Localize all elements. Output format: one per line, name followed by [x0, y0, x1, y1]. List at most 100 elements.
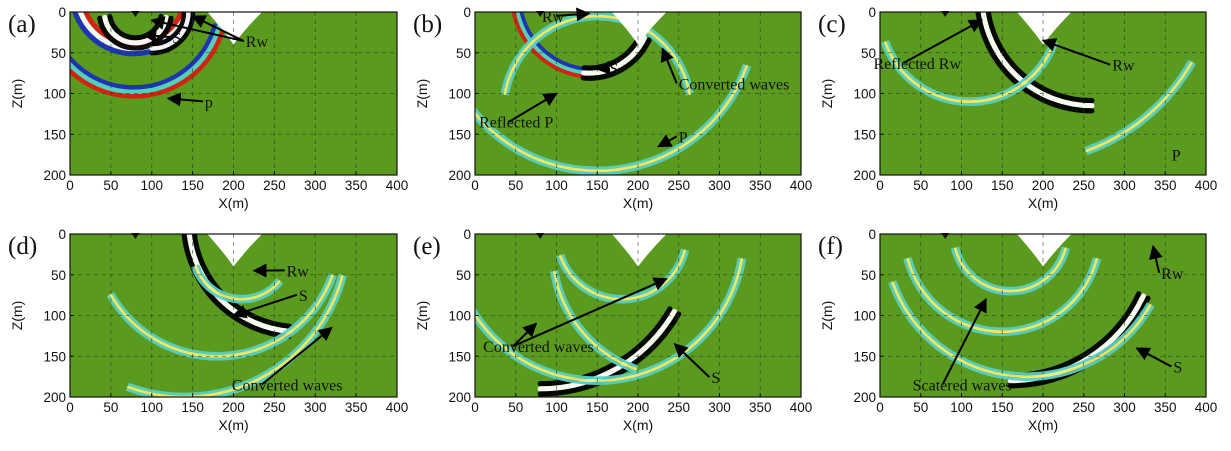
wavefront-band: [128, 274, 342, 396]
x-tick-label: 150: [586, 178, 609, 193]
y-tick-label: 200: [448, 390, 471, 405]
x-tick-label: 400: [1195, 178, 1218, 193]
x-tick-label: 200: [222, 178, 245, 193]
wavefront-band: [107, 275, 337, 361]
x-tick-label: 200: [627, 400, 650, 415]
wavefront-band: [503, 14, 691, 95]
wavefront-band: [1010, 0, 1077, 6]
y-tick-label: 50: [456, 268, 471, 283]
wavefront-band: [475, 257, 741, 380]
wavefront-band: [127, 274, 344, 397]
wavefront-band: [537, 311, 682, 397]
y-tick-label: 0: [463, 227, 471, 242]
annotation-arrow: [512, 322, 538, 347]
wavefront-band: [181, 234, 292, 340]
x-tick-label: 250: [1072, 178, 1095, 193]
annotation-label: Reflected Rw: [873, 56, 961, 73]
wavefront-band: [985, 12, 1095, 104]
y-tick-label: 0: [58, 5, 66, 20]
panel-e: 0 50 100 150 200 250 300 350 400 0 50 100 150 200 X(m)…: [413, 227, 812, 433]
x-tick-label: 50: [508, 400, 523, 415]
x-tick-label: 300: [304, 400, 327, 415]
wavefront-band: [475, 258, 744, 383]
x-tick-label: 300: [708, 400, 731, 415]
x-tick-label: 100: [950, 400, 973, 415]
x-tick-label: 250: [667, 178, 690, 193]
y-tick-label: 100: [853, 87, 876, 102]
x-tick-label: 100: [950, 178, 973, 193]
canyon-notch: [1016, 12, 1072, 45]
y-tick-label: 100: [448, 309, 471, 324]
wavefront-band: [558, 249, 687, 301]
wavefronts: [107, 234, 347, 397]
y-tick-label: 100: [448, 87, 471, 102]
x-axis-title: X(m): [623, 417, 653, 433]
wavefront-band: [149, 12, 191, 51]
panel-f: 0 50 100 150 200 250 300 350 400 0 50 100 150 200 X(m)…: [818, 227, 1217, 433]
y-tick-label: 200: [853, 168, 876, 183]
x-tick-label: 300: [304, 178, 327, 193]
wavefront-band: [909, 257, 1096, 331]
wavefront-band: [1007, 0, 1079, 6]
wavefront-band: [519, 12, 589, 71]
wavefront-band: [556, 250, 689, 304]
annotation-arrow: [261, 326, 333, 386]
wavefront-band: [903, 258, 1101, 337]
annotation-arrow: [232, 293, 298, 319]
x-tick-label: 350: [749, 178, 772, 193]
annotation-arrow: [657, 134, 678, 148]
x-tick-label: 400: [790, 400, 813, 415]
panel-label: (c): [818, 11, 846, 38]
x-tick-label: 50: [913, 178, 928, 193]
y-tick-label: 150: [43, 127, 66, 142]
wavefront-band: [893, 280, 1150, 376]
x-tick-label: 300: [708, 178, 731, 193]
y-tick-label: 50: [51, 46, 66, 61]
y-axis-title: Z(m): [9, 79, 25, 109]
annotation-arrow: [556, 7, 591, 22]
annotation-arrow: [150, 16, 244, 43]
x-axis-title: X(m): [623, 195, 653, 211]
annotation-label: p: [205, 94, 213, 111]
wavefront-band: [109, 274, 334, 358]
wavefront-band: [70, 23, 217, 90]
x-tick-label: 200: [627, 178, 650, 193]
y-tick-label: 100: [43, 309, 66, 324]
wavefront-band: [883, 41, 1056, 104]
wavefront-band: [70, 24, 222, 95]
wavefront-band: [891, 281, 1152, 379]
wavefront-band: [581, 35, 648, 76]
wavefront-band: [953, 247, 1067, 293]
wavefront-band: [475, 64, 749, 173]
annotation-label: Scatered waves: [913, 377, 1012, 394]
y-tick-label: 50: [456, 46, 471, 61]
x-axis-title: X(m): [218, 417, 248, 433]
annotation-label: P: [1172, 147, 1181, 164]
canyon-notch: [207, 234, 263, 267]
annotation-label: Rw: [287, 263, 310, 280]
x-tick-label: 250: [667, 400, 690, 415]
annotation-label: Converted waves: [483, 339, 594, 356]
annotation-arrow: [512, 277, 668, 348]
annotation-arrow: [142, 28, 171, 43]
y-tick-label: 200: [853, 390, 876, 405]
annotation-label: Rw: [1161, 266, 1184, 283]
wavefront-band: [1004, 0, 1082, 5]
wavefront-band: [888, 282, 1155, 381]
x-tick-label: 200: [1032, 178, 1055, 193]
wavefront-band: [475, 258, 746, 386]
y-axis-title: Z(m): [9, 301, 25, 331]
x-tick-label: 0: [66, 400, 74, 415]
y-tick-label: 50: [861, 46, 876, 61]
grid: [475, 12, 801, 175]
wavefronts: [475, 248, 746, 397]
wavefront-band: [97, 15, 174, 51]
y-tick-label: 100: [853, 309, 876, 324]
x-axis-title: X(m): [218, 195, 248, 211]
x-tick-label: 300: [1113, 178, 1136, 193]
x-tick-label: 150: [181, 178, 204, 193]
x-tick-label: 350: [345, 400, 368, 415]
y-tick-label: 50: [51, 268, 66, 283]
panel-b: 0 50 100 150 200 250 300 350 400 0 50 100 150 200 X(m)…: [413, 5, 812, 211]
